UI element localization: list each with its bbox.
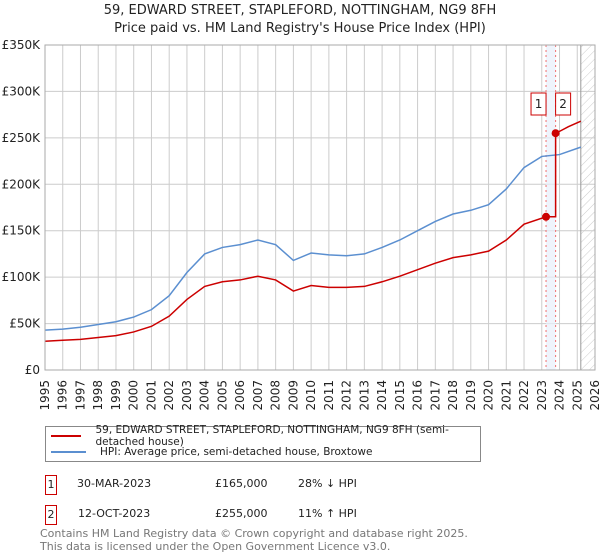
- sale-point: [551, 129, 560, 138]
- forecast-hatch: [580, 45, 595, 370]
- x-tick-label: 2021: [499, 380, 513, 411]
- x-tick-label: 2016: [411, 380, 425, 411]
- x-tick-label: 1997: [73, 380, 87, 411]
- x-tick-label: 2011: [322, 380, 336, 411]
- sale-price: £165,000: [215, 477, 268, 490]
- x-tick-label: 2025: [570, 380, 584, 411]
- legend-red-line: [51, 435, 82, 437]
- footer-line-2: This data is licensed under the Open Gov…: [40, 540, 391, 553]
- sale-label: 2: [559, 97, 567, 111]
- x-tick-label: 2022: [517, 380, 531, 411]
- series-line-property: [44, 120, 582, 342]
- sale-marker-1: 1: [45, 475, 57, 495]
- x-tick-label: 1996: [56, 380, 70, 411]
- footer-line-1: Contains HM Land Registry data © Crown c…: [40, 527, 468, 540]
- x-tick-label: 2004: [198, 380, 212, 411]
- chart: £0 £50K £100K £150K £200K £250K £300K £350K 1995…: [2, 38, 600, 411]
- y-tick-label: £200K: [2, 177, 42, 191]
- x-tick-label: 2005: [215, 380, 229, 411]
- legend: 59, EDWARD STREET, STAPLEFORD, NOTTINGHA…: [45, 424, 481, 462]
- x-tick-label: 2026: [588, 380, 600, 411]
- x-tick-label: 2008: [269, 380, 283, 411]
- y-tick-label: £300K: [2, 84, 42, 98]
- x-tick-label: 2012: [340, 380, 354, 411]
- sale-point: [542, 212, 551, 221]
- x-tick-label: 2006: [233, 380, 247, 411]
- series-line-hpi: [44, 146, 582, 331]
- x-tick-label: 2001: [144, 380, 158, 411]
- sale-hpi: 28% ↓ HPI: [298, 477, 357, 490]
- sale-hpi: 11% ↑ HPI: [298, 507, 357, 520]
- y-tick-label: £50K: [9, 317, 41, 331]
- sale-label-box: [530, 92, 547, 116]
- x-tick-label: 2013: [357, 380, 371, 411]
- footer: Contains HM Land Registry data © Crown c…: [40, 527, 468, 553]
- x-tick-label: 2023: [535, 380, 549, 411]
- x-tick-label: 1999: [109, 380, 123, 411]
- legend-label-property: 59, EDWARD STREET, STAPLEFORD, NOTTINGHA…: [95, 424, 449, 448]
- x-tick-label: 2015: [393, 380, 407, 411]
- sale-span-shade: [546, 45, 556, 370]
- x-tick-label: 2024: [553, 380, 567, 411]
- x-tick-label: 2000: [127, 380, 141, 411]
- y-tick-label: £100K: [2, 270, 42, 284]
- plot-frame: [44, 44, 596, 371]
- x-tick-label: 2020: [482, 380, 496, 411]
- y-tick-label: £350K: [2, 38, 42, 52]
- y-tick-label: £150K: [2, 224, 42, 238]
- sale-date: 12-OCT-2023: [78, 507, 151, 520]
- x-tick-label: 1995: [38, 380, 52, 411]
- sale-marker-2: 2: [45, 505, 57, 525]
- legend-blue-line: [51, 451, 86, 453]
- x-tick-label: 2019: [464, 380, 478, 411]
- legend-label-hpi: HPI: Average price, semi-detached house,…: [100, 446, 373, 458]
- x-tick-label: 2002: [162, 380, 176, 411]
- x-tick-label: 2007: [251, 380, 265, 411]
- x-tick-label: 2018: [446, 380, 460, 411]
- sale-label: 1: [535, 97, 543, 111]
- y-tick-label: £250K: [2, 131, 42, 145]
- x-tick-label: 2009: [286, 380, 300, 411]
- x-tick-label: 2010: [304, 380, 318, 411]
- x-tick-label: 1998: [91, 380, 105, 411]
- x-tick-label: 2003: [180, 380, 194, 411]
- y-tick-label: £0: [25, 363, 40, 377]
- sale-label-box: [555, 92, 572, 116]
- x-tick-label: 2017: [428, 380, 442, 411]
- sale-date: 30-MAR-2023: [77, 477, 152, 490]
- sale-price: £255,000: [215, 507, 268, 520]
- x-tick-label: 2014: [375, 380, 389, 411]
- chart-subtitle: Price paid vs. HM Land Registry's House …: [114, 21, 486, 36]
- chart-title: 59, EDWARD STREET, STAPLEFORD, NOTTINGHA…: [103, 3, 497, 18]
